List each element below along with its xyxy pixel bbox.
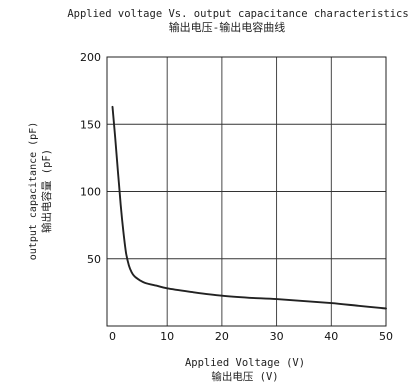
x-tick-label: 40	[324, 330, 338, 343]
y-axis-label-cn: 输出电容量 (pF)	[40, 149, 53, 233]
plot-frame	[106, 56, 387, 327]
y-tick-label: 150	[80, 118, 101, 131]
grid	[107, 57, 386, 326]
x-tick-label: 10	[160, 330, 174, 343]
series-group	[111, 105, 387, 310]
x-axis-label-cn: 输出电压 (V)	[211, 370, 278, 383]
x-tick-label: 50	[379, 330, 393, 343]
y-tick-label: 100	[80, 186, 101, 199]
chart-title: Applied voltage Vs. output capacitance c…	[67, 8, 408, 20]
y-tick-label: 200	[80, 51, 101, 64]
y-axis-label: output capacitance (pF)	[28, 122, 39, 260]
y-tick-label: 50	[87, 253, 101, 266]
x-axis-label: Applied Voltage (V)	[185, 357, 305, 369]
x-tick-label: 0	[109, 330, 116, 343]
x-tick-label: 30	[270, 330, 284, 343]
series-line	[111, 105, 387, 310]
chart-subtitle: 输出电压-输出电容曲线	[169, 20, 286, 34]
tick-labels: 0 10 20 30 40 50 50 100 150 200	[80, 51, 393, 343]
x-tick-label: 20	[215, 330, 229, 343]
